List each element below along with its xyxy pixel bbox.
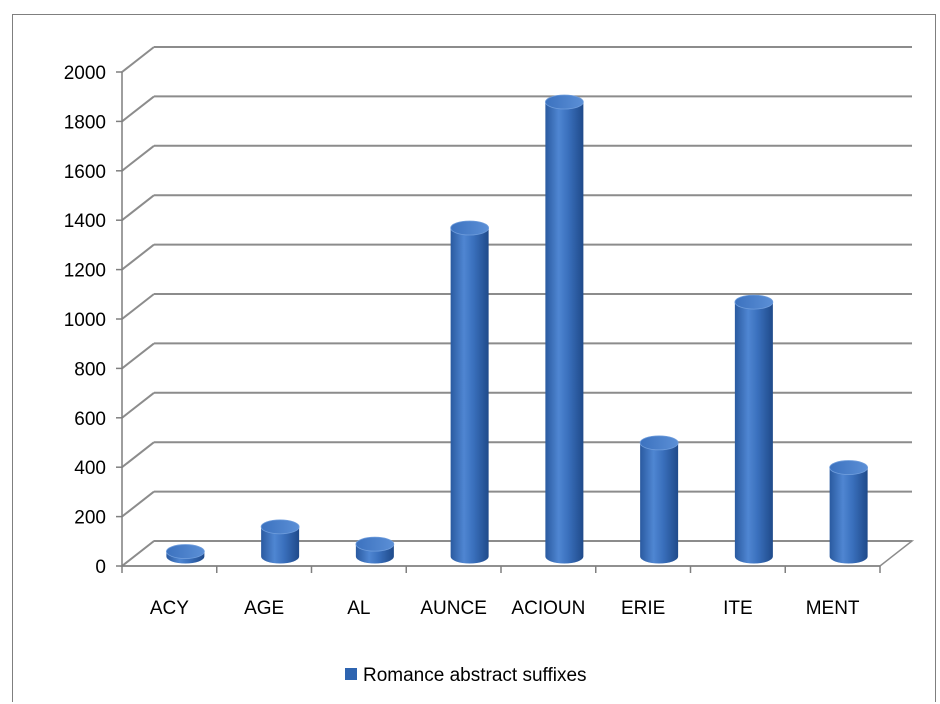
x-tick-label: ACIOUN — [511, 598, 585, 619]
y-tick-label: 1400 — [64, 211, 106, 232]
bar-cap — [450, 220, 490, 236]
bar — [260, 519, 300, 564]
bar — [639, 435, 679, 564]
side-gridline — [121, 194, 155, 221]
bar-cap — [829, 460, 869, 475]
side-gridline — [121, 490, 155, 518]
bars — [165, 94, 869, 564]
bar-body — [734, 302, 773, 564]
x-tick-label: ITE — [723, 598, 753, 619]
y-tick-label: 1600 — [64, 162, 106, 183]
bar — [355, 536, 395, 564]
y-tick-label: 600 — [74, 409, 106, 430]
floor — [119, 540, 915, 567]
bar — [165, 544, 205, 564]
axes — [116, 71, 915, 573]
bar-cap — [260, 519, 300, 535]
legend-label: Romance abstract suffixes — [363, 665, 587, 686]
x-tick-label: AL — [347, 598, 370, 619]
legend: Romance abstract suffixes — [345, 665, 587, 686]
y-tick-label: 1200 — [64, 261, 106, 282]
side-gridline — [121, 441, 155, 468]
side-gridline — [121, 145, 155, 172]
bar-body — [261, 526, 300, 564]
bar-cap — [639, 435, 679, 451]
y-tick-label: 0 — [95, 557, 106, 578]
x-tick-label: AGE — [244, 598, 284, 619]
x-tick-label: AUNCE — [420, 598, 487, 619]
x-tick-label: ERIE — [621, 598, 665, 619]
bar-body — [829, 467, 868, 564]
y-tick-label: 2000 — [64, 63, 106, 84]
y-tick-label: 200 — [74, 508, 106, 529]
bar — [450, 220, 490, 564]
bar-body — [545, 102, 584, 564]
bar-cap — [544, 94, 584, 110]
y-tick-label: 800 — [74, 359, 106, 380]
y-tick-label: 1800 — [64, 112, 106, 133]
bar-cap — [734, 294, 774, 310]
tick-labels: 0 200 400 600 800 1000 1200 1400 1600 1800 2000 ACY… — [64, 63, 860, 619]
bar-body — [640, 442, 679, 564]
bar-cap — [355, 536, 395, 552]
side-gridline — [121, 293, 155, 320]
legend-swatch — [345, 668, 357, 680]
gridlines — [121, 46, 912, 567]
y-tick-label: 400 — [74, 458, 106, 479]
x-tick-label: ACY — [150, 598, 189, 619]
side-gridline — [121, 46, 155, 73]
bar-cap — [165, 544, 205, 559]
side-gridline — [121, 243, 155, 271]
side-gridline — [121, 95, 155, 123]
side-gridline — [121, 342, 155, 370]
bar — [734, 294, 774, 564]
x-tick-label: MENT — [806, 598, 860, 619]
bar — [829, 460, 869, 564]
side-gridline — [121, 392, 155, 419]
y-tick-label: 1000 — [64, 310, 106, 331]
bar — [544, 94, 584, 564]
bar-body — [450, 227, 489, 564]
